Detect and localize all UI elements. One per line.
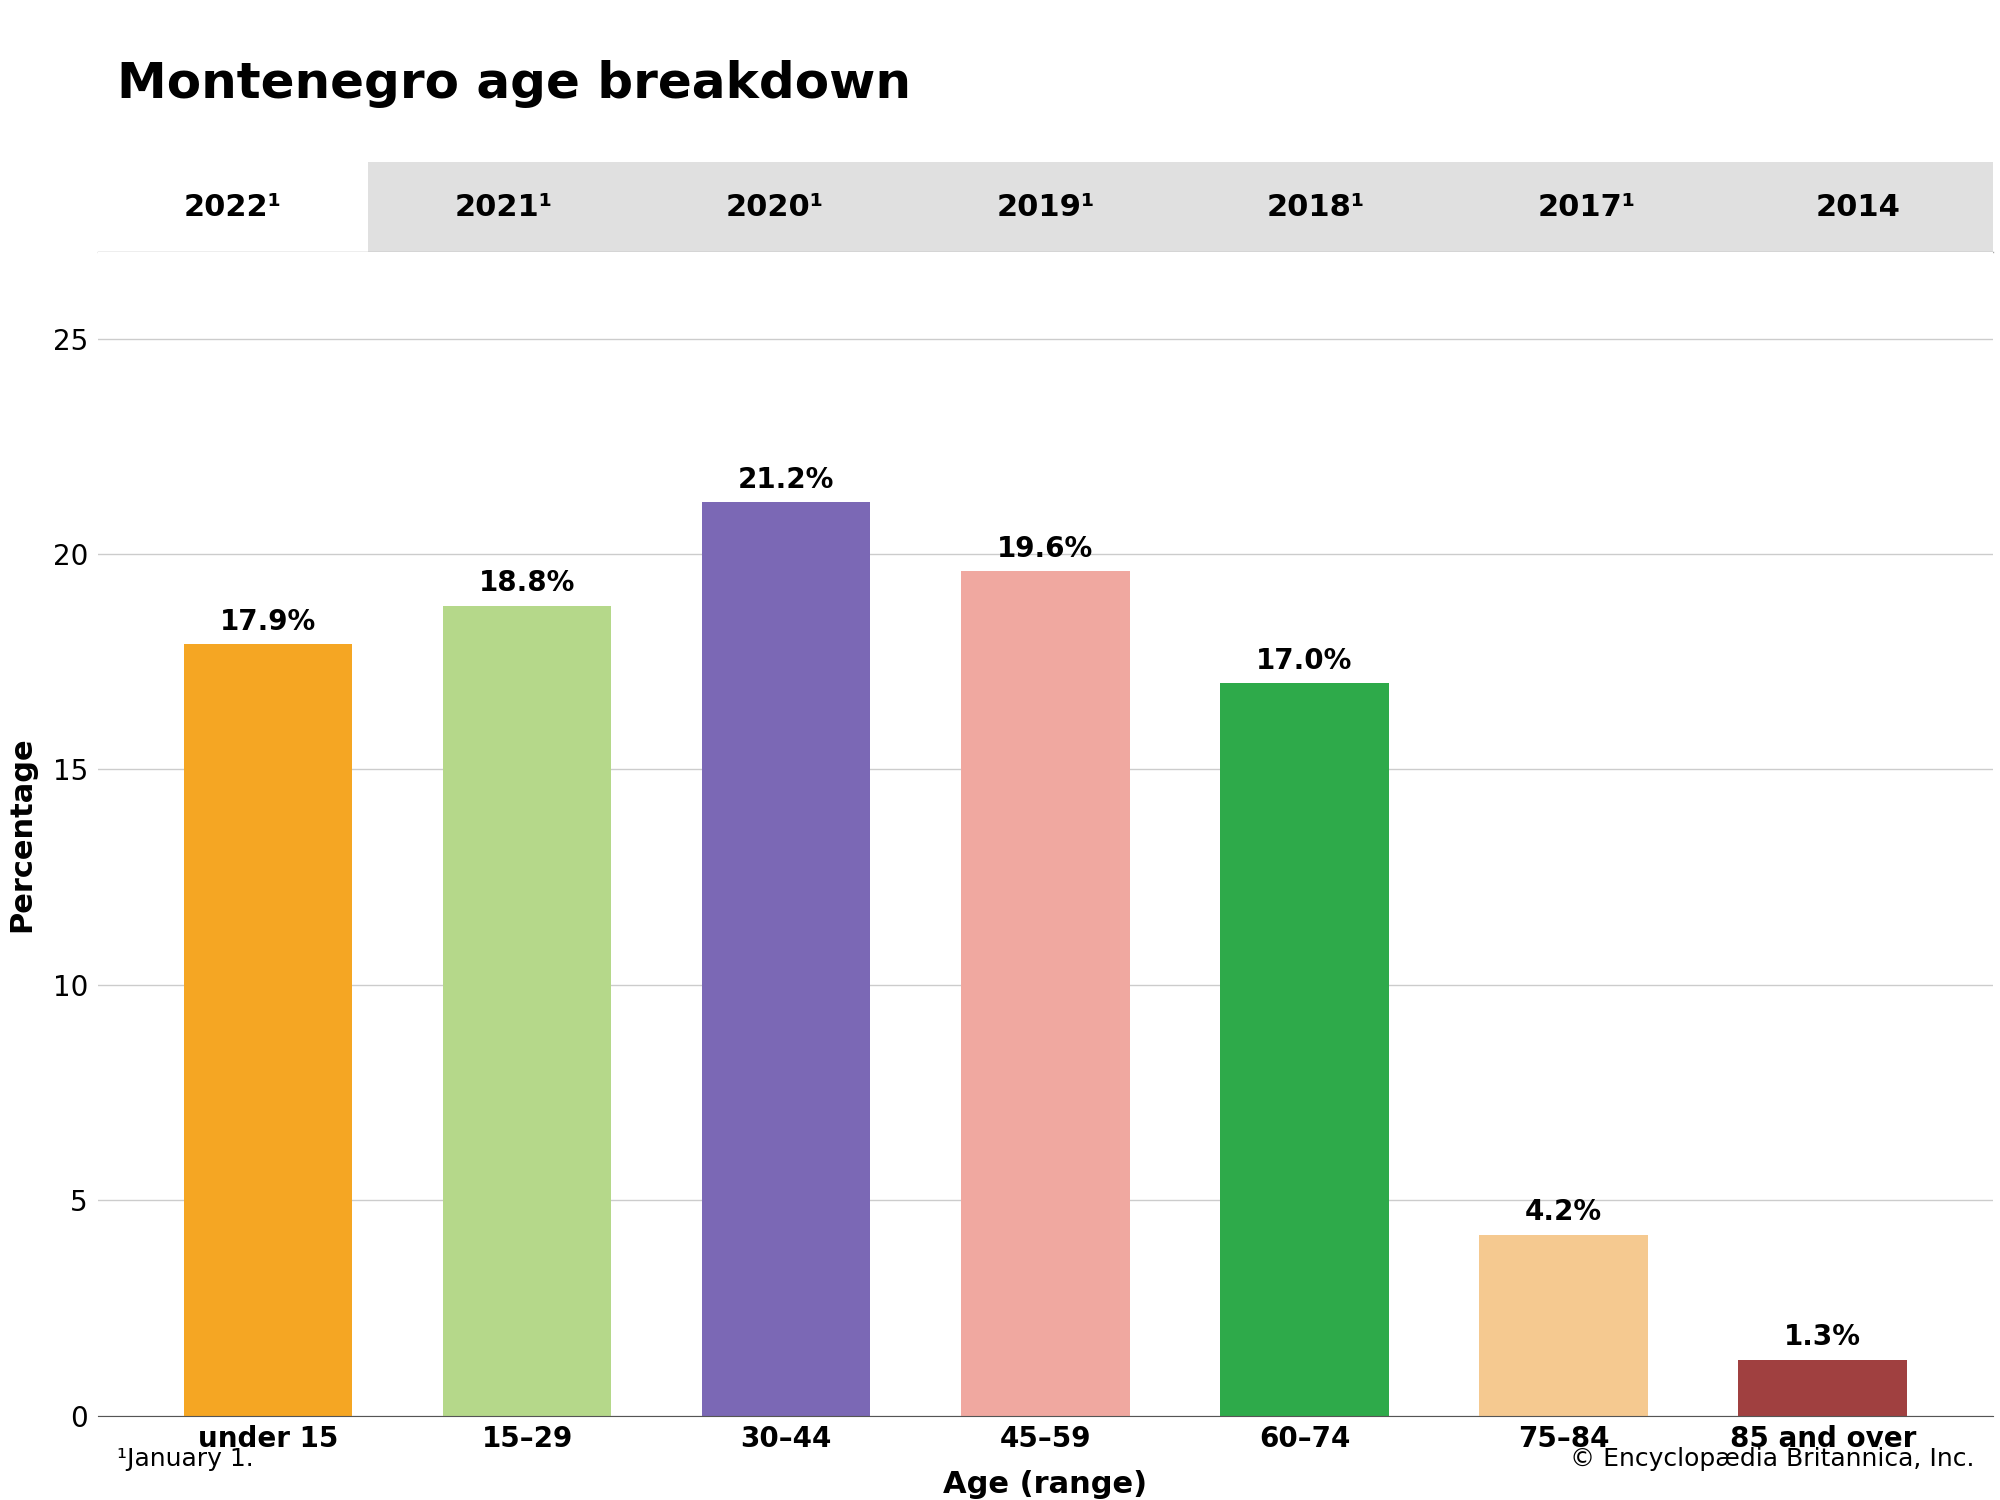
Bar [1738, 1359, 1906, 1416]
X-axis label: Age (range): Age (range) [944, 1470, 1148, 1498]
Y-axis label: Percentage: Percentage [6, 736, 36, 932]
Text: 2020¹: 2020¹ [726, 192, 824, 222]
Text: 4.2%: 4.2% [1526, 1198, 1602, 1225]
Text: 17.9%: 17.9% [220, 608, 316, 636]
Text: 2017¹: 2017¹ [1538, 192, 1636, 222]
FancyBboxPatch shape [640, 162, 910, 252]
FancyBboxPatch shape [368, 162, 640, 252]
Text: 2021¹: 2021¹ [454, 192, 552, 222]
Text: 1.3%: 1.3% [1784, 1323, 1862, 1352]
Text: 2022¹: 2022¹ [184, 192, 282, 222]
Bar [442, 606, 612, 1416]
Text: 17.0%: 17.0% [1256, 646, 1352, 675]
Text: 2018¹: 2018¹ [1268, 192, 1366, 222]
Text: 21.2%: 21.2% [738, 465, 834, 494]
Text: 19.6%: 19.6% [998, 534, 1094, 562]
FancyBboxPatch shape [1180, 162, 1452, 252]
Text: ¹January 1.: ¹January 1. [116, 1446, 254, 1470]
Bar [184, 645, 352, 1416]
Text: Montenegro age breakdown: Montenegro age breakdown [116, 60, 910, 108]
FancyBboxPatch shape [1722, 162, 1994, 252]
Text: 2019¹: 2019¹ [996, 192, 1094, 222]
Bar [962, 572, 1130, 1416]
Text: © Encyclopædia Britannica, Inc.: © Encyclopædia Britannica, Inc. [1570, 1446, 1974, 1470]
Bar [702, 503, 870, 1416]
Bar [1480, 1234, 1648, 1416]
Text: 18.8%: 18.8% [478, 568, 576, 597]
Text: 2014: 2014 [1816, 192, 1900, 222]
Bar [1220, 682, 1388, 1416]
FancyBboxPatch shape [98, 162, 368, 252]
FancyBboxPatch shape [910, 162, 1180, 252]
FancyBboxPatch shape [1452, 162, 1722, 252]
